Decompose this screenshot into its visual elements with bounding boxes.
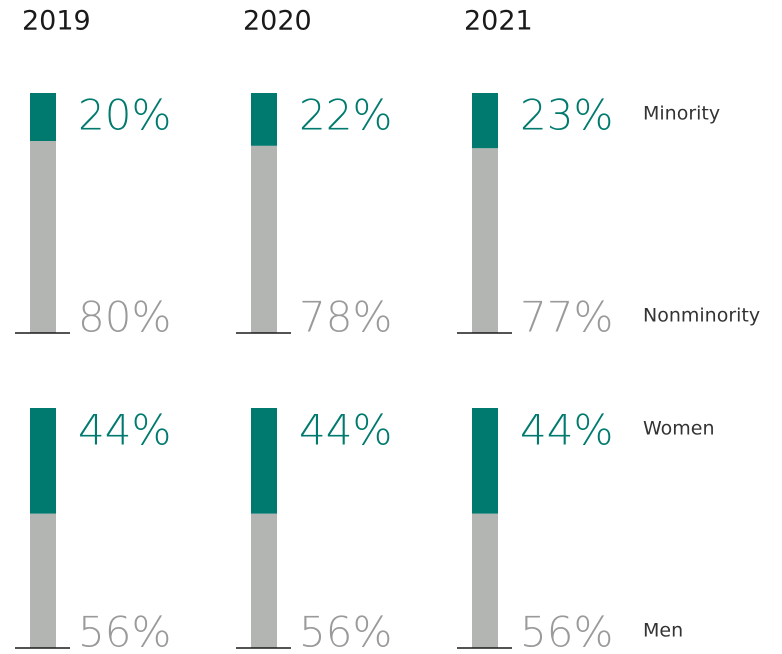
bar-segment — [30, 408, 56, 514]
bar-segment — [251, 145, 277, 333]
year-label: 2021 — [464, 6, 533, 37]
legend-label: Women — [643, 418, 715, 440]
legend-label: Nonminority — [643, 305, 760, 327]
value-label: 20% — [78, 91, 171, 140]
bar-segment — [251, 408, 277, 514]
legend-label: Men — [643, 620, 683, 642]
bar-segment — [472, 513, 498, 648]
bar-segment — [472, 93, 498, 149]
value-label: 44% — [78, 406, 171, 455]
bar-segment — [30, 93, 56, 141]
year-label: 2019 — [22, 6, 91, 37]
bar-segment — [472, 408, 498, 514]
bar-segment — [251, 513, 277, 648]
bar-segment — [472, 148, 498, 333]
value-label: 78% — [299, 293, 392, 342]
value-label: 80% — [78, 293, 171, 342]
value-label: 23% — [520, 91, 613, 140]
value-label: 22% — [299, 91, 392, 140]
bar-segment — [30, 141, 56, 333]
bar-segment — [251, 93, 277, 146]
value-label: 56% — [520, 608, 613, 654]
year-label: 2020 — [243, 6, 312, 37]
value-label: 56% — [78, 608, 171, 654]
bar-segment — [30, 513, 56, 648]
value-label: 56% — [299, 608, 392, 654]
value-label: 44% — [299, 406, 392, 455]
value-label: 44% — [520, 406, 613, 455]
value-label: 77% — [520, 293, 613, 342]
legend-label: Minority — [643, 103, 720, 125]
